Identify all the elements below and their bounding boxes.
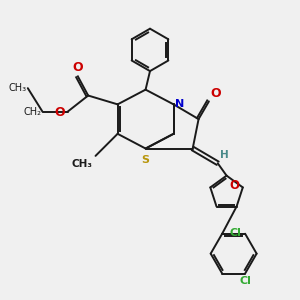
Text: Cl: Cl	[230, 228, 242, 238]
Text: CH₂: CH₂	[23, 107, 41, 117]
Text: CH₃: CH₃	[72, 159, 93, 170]
Text: N: N	[175, 99, 184, 109]
Text: O: O	[73, 61, 83, 74]
Text: S: S	[142, 155, 150, 165]
Text: O: O	[210, 87, 221, 100]
Text: O: O	[230, 178, 240, 192]
Text: O: O	[55, 106, 65, 119]
Text: H: H	[220, 150, 229, 160]
Text: Cl: Cl	[239, 276, 251, 286]
Text: CH₃: CH₃	[8, 82, 26, 93]
